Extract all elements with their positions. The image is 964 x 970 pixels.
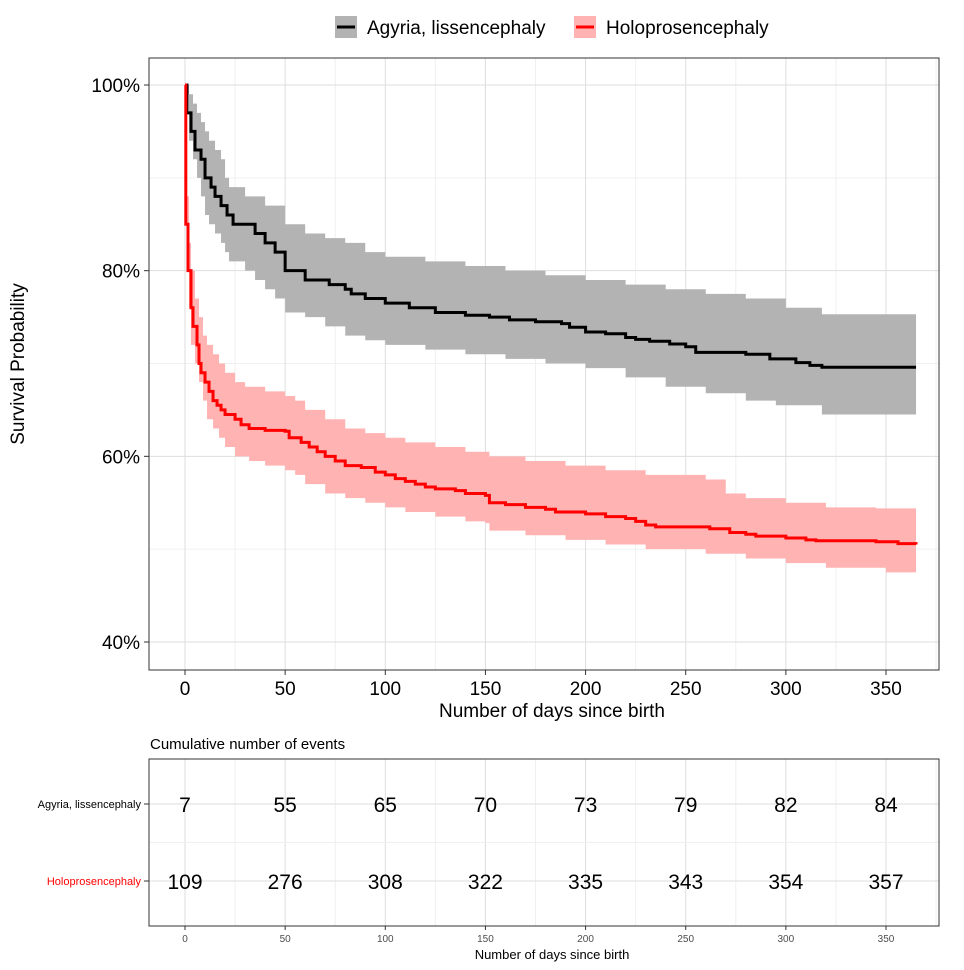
table-cells: 7 55 65 70 73 79 82 84 109 276 308 322 335 343 354 357 bbox=[167, 794, 903, 894]
table-cell: 65 bbox=[374, 794, 397, 817]
table-x-tick-label: 250 bbox=[677, 934, 694, 945]
table-x-tick-label: 0 bbox=[182, 934, 188, 945]
table-grid bbox=[149, 759, 939, 926]
table-cell: 322 bbox=[468, 871, 503, 894]
x-tick-label: 250 bbox=[670, 679, 702, 700]
table-cell: 276 bbox=[268, 871, 303, 894]
table-x-tick-label: 150 bbox=[477, 934, 494, 945]
x-tick-label: 150 bbox=[470, 679, 502, 700]
confidence-band-agyria bbox=[185, 85, 917, 415]
survival-curves bbox=[184, 83, 918, 546]
table-cell: 82 bbox=[774, 794, 797, 817]
table-x-tick-label: 100 bbox=[377, 934, 394, 945]
x-tick-label: 0 bbox=[180, 679, 191, 700]
legend: Agyria, lissencephaly Holoprosencephaly bbox=[335, 16, 769, 39]
table-cell: 73 bbox=[574, 794, 597, 817]
table-row-labels: Agyria, lissencephaly Holoprosencephaly bbox=[38, 799, 149, 888]
legend-label-agyria: Agyria, lissencephaly bbox=[367, 18, 546, 39]
x-tick-label: 50 bbox=[275, 679, 296, 700]
table-cell: 55 bbox=[273, 794, 296, 817]
survival-curve-holoprosencephaly bbox=[184, 83, 918, 546]
table-title: Cumulative number of events bbox=[150, 736, 345, 753]
table-cell: 354 bbox=[768, 871, 803, 894]
main-x-axis: 0 50 100 150 200 250 300 350 bbox=[180, 670, 902, 700]
y-tick-label: 100% bbox=[91, 76, 140, 97]
table-cell: 335 bbox=[568, 871, 603, 894]
table-x-tick-label: 200 bbox=[577, 934, 594, 945]
confidence-band-holoprosencephaly bbox=[185, 85, 917, 578]
table-x-tick-label: 350 bbox=[878, 934, 895, 945]
x-tick-label: 300 bbox=[770, 679, 802, 700]
table-cell: 109 bbox=[167, 871, 202, 894]
main-y-axis-title: Survival Probability bbox=[8, 283, 29, 445]
table-x-axis: 0 50 100 150 200 250 300 350 bbox=[182, 926, 895, 945]
x-tick-label: 100 bbox=[369, 679, 401, 700]
legend-label-holo: Holoprosencephaly bbox=[606, 18, 769, 39]
confidence-bands bbox=[185, 85, 917, 578]
table-cell: 7 bbox=[179, 794, 191, 817]
table-cell: 357 bbox=[868, 871, 903, 894]
main-plot-border bbox=[148, 57, 940, 671]
table-row-label: Holoprosencephaly bbox=[47, 876, 142, 888]
table-row-label: Agyria, lissencephaly bbox=[38, 799, 142, 811]
table-border bbox=[148, 758, 940, 927]
table-cell: 308 bbox=[368, 871, 403, 894]
x-tick-label: 200 bbox=[570, 679, 602, 700]
table-cell: 343 bbox=[668, 871, 703, 894]
table-x-axis-title: Number of days since birth bbox=[475, 947, 630, 962]
y-tick-label: 40% bbox=[102, 633, 140, 654]
table-cell: 70 bbox=[474, 794, 497, 817]
table-x-tick-label: 50 bbox=[280, 934, 292, 945]
y-tick-label: 80% bbox=[102, 262, 140, 283]
survival-curve-agyria bbox=[185, 83, 917, 369]
main-x-axis-title: Number of days since birth bbox=[439, 701, 665, 722]
table-cell: 84 bbox=[874, 794, 898, 817]
main-y-axis: 40% 60% 80% 100% bbox=[91, 76, 149, 654]
y-tick-label: 60% bbox=[102, 447, 140, 468]
table-x-tick-label: 300 bbox=[778, 934, 795, 945]
x-tick-label: 350 bbox=[870, 679, 902, 700]
table-cell: 79 bbox=[674, 794, 697, 817]
